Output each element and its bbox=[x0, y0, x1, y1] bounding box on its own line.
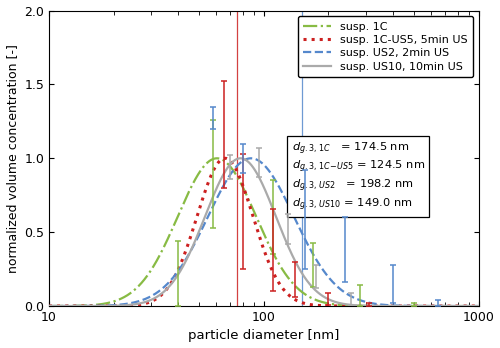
X-axis label: particle diameter [nm]: particle diameter [nm] bbox=[188, 330, 340, 342]
Text: $d_{g.3,\,1C}$   = 174.5 nm
$d_{g.3,\,1C\!-\!US5}$ = 124.5 nm
$d_{g.3,\,US2}$   : $d_{g.3,\,1C}$ = 174.5 nm $d_{g.3,\,1C\!… bbox=[292, 141, 425, 213]
Legend: susp. 1C, susp. 1C-US5, 5min US, susp. US2, 2min US, susp. US10, 10min US: susp. 1C, susp. 1C-US5, 5min US, susp. U… bbox=[298, 16, 473, 77]
Y-axis label: normalized volume concentration [-]: normalized volume concentration [-] bbox=[6, 44, 18, 273]
